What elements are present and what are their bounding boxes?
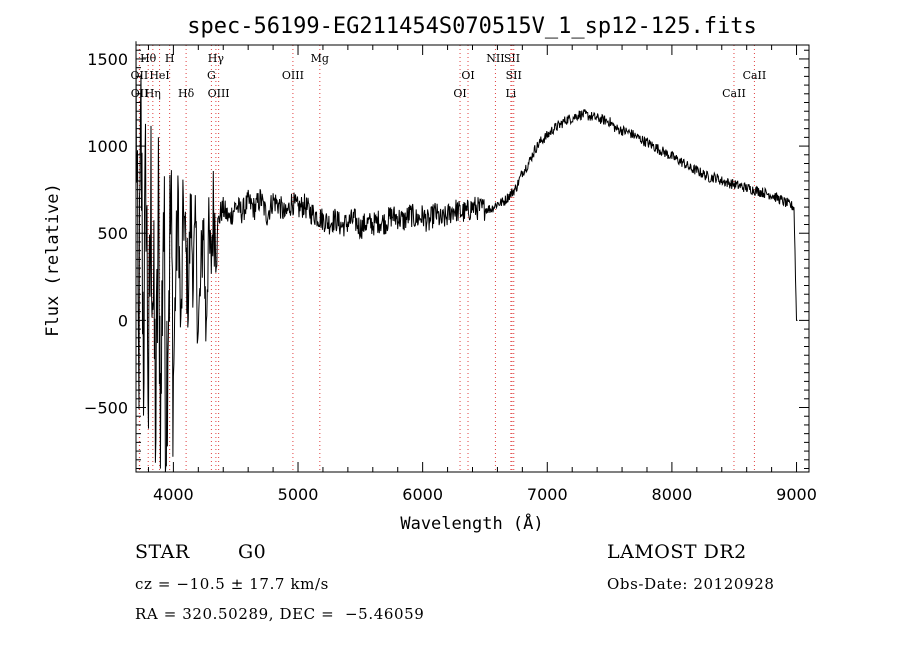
y-tick-label: 1500	[87, 50, 128, 69]
spectral-line-label: Li	[505, 87, 516, 100]
spectral-line-label: G	[207, 69, 216, 82]
spectral-line-label: OIII	[208, 87, 230, 100]
spectrum-line	[135, 41, 798, 473]
spectral-line-label: Hδ	[178, 87, 195, 100]
x-axis: 4000 5000 6000 7000 8000 9000	[147, 45, 817, 504]
spectral-line-label: CaII	[722, 87, 746, 100]
x-tick-label: 8000	[652, 485, 693, 504]
y-tick-label: 500	[97, 224, 128, 243]
y-tick-label: 1000	[87, 137, 128, 156]
y-axis: −500 0 500 1000 1500	[84, 49, 809, 470]
plot-frame	[135, 44, 810, 473]
spectral-line-label: NII	[486, 52, 504, 65]
spectral-line-label: OII	[131, 69, 149, 82]
velocity: cz = −10.5 ± 17.7 km/s	[135, 575, 329, 593]
spectral-line-label: CaII	[743, 69, 767, 82]
spectral-line-label: Hη	[145, 87, 161, 100]
x-axis-label: Wavelength (Å)	[400, 512, 543, 534]
spectral-line-label: H	[165, 52, 175, 65]
object-class: STAR	[135, 541, 190, 563]
spectral-line-label: Hγ	[208, 52, 225, 65]
spectral-line-label: OI	[461, 69, 474, 82]
y-tick-label: −500	[84, 399, 128, 418]
chart-title: spec-56199-EG211454S070515V_1_sp12-125.f…	[187, 14, 757, 39]
spectral-line-label: SII	[504, 52, 520, 65]
x-tick-label: 9000	[776, 485, 817, 504]
survey-name: LAMOST DR2	[607, 541, 747, 563]
spectral-line-label: SII	[506, 69, 522, 82]
x-tick-label: 5000	[278, 485, 319, 504]
spectral-line-label: OI	[453, 87, 466, 100]
obs-date: Obs-Date: 20120928	[607, 575, 775, 593]
y-axis-label: Flux (relative)	[43, 183, 63, 337]
spectral-line-label: OIII	[282, 69, 304, 82]
y-tick-label: 0	[118, 311, 128, 330]
coordinates: RA = 320.50289, DEC = −5.46059	[135, 605, 425, 623]
x-tick-label: 7000	[527, 485, 568, 504]
spectral-line-label: HeI	[149, 69, 169, 82]
spectral-line-label: Mg	[311, 52, 329, 65]
x-tick-label: 6000	[402, 485, 443, 504]
spectrum-line-group	[135, 41, 798, 473]
subclass: G0	[238, 541, 267, 563]
x-tick-label: 4000	[153, 485, 194, 504]
